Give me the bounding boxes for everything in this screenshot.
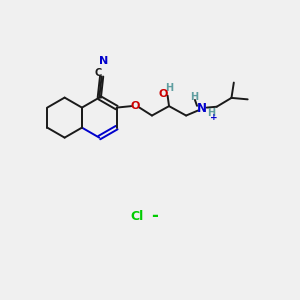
Text: H: H	[207, 108, 215, 118]
Text: N: N	[99, 56, 109, 66]
Text: N: N	[196, 102, 206, 115]
Text: -: -	[151, 207, 158, 225]
Text: Cl: Cl	[130, 210, 143, 223]
Text: H: H	[166, 83, 174, 93]
Text: O: O	[158, 89, 168, 99]
Text: +: +	[210, 112, 218, 122]
Text: C: C	[94, 68, 101, 78]
Text: H: H	[190, 92, 198, 102]
Text: O: O	[130, 101, 140, 111]
